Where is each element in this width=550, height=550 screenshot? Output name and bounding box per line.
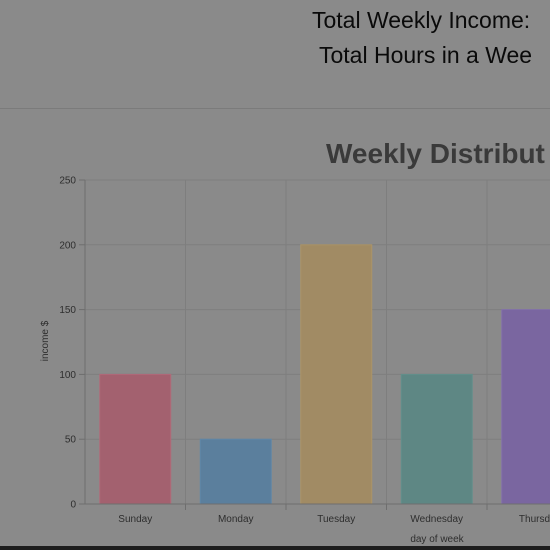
bar-tuesday xyxy=(300,244,373,505)
x-tick-label: Wednesday xyxy=(410,514,463,525)
section-divider xyxy=(0,108,550,109)
bar-thursda xyxy=(501,309,550,505)
bar-sunday xyxy=(99,373,172,505)
y-tick-label: 150 xyxy=(59,305,76,316)
chart-title: Weekly Distribut xyxy=(326,138,545,169)
weekly-distribution-chart: Weekly Distribut 0 50 100 150 200 250 Sunday M… xyxy=(40,138,550,545)
y-tick-label: 0 xyxy=(70,500,76,511)
summary-panel: Total Weekly Income: Total Hours in a We… xyxy=(0,0,550,108)
x-tick-label: Sunday xyxy=(118,514,152,525)
y-tick-label: 250 xyxy=(59,176,76,187)
x-tick-label: Monday xyxy=(218,514,254,525)
chart-container: Weekly Distribut 0 50 100 150 200 250 Sunday M… xyxy=(0,109,550,550)
y-tick-label: 50 xyxy=(65,435,77,446)
x-axis-label: day of week xyxy=(410,534,464,545)
x-tick-label: Thursda xyxy=(519,514,550,525)
x-tick-label: Tuesday xyxy=(317,514,355,525)
y-axis-label: income $ xyxy=(40,320,51,361)
total-weekly-income-label: Total Weekly Income: xyxy=(312,7,531,33)
bars xyxy=(99,244,550,505)
bar-wednesday xyxy=(400,373,473,505)
bar-monday xyxy=(199,438,272,505)
y-tick-label: 200 xyxy=(59,240,76,251)
y-tick-label: 100 xyxy=(59,370,76,381)
x-tick-labels: Sunday Monday Tuesday Wednesday Thursda xyxy=(118,514,550,525)
axes xyxy=(79,179,550,510)
y-tick-labels: 0 50 100 150 200 250 xyxy=(59,176,76,511)
bottom-bar xyxy=(0,546,550,550)
total-hours-label: Total Hours in a Wee xyxy=(319,42,533,68)
